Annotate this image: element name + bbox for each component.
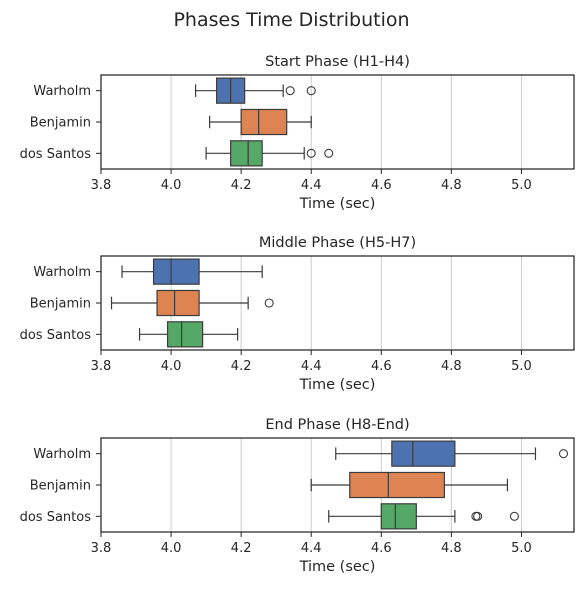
y-tick-label: dos Santos xyxy=(20,147,92,162)
x-tick-label: 4.2 xyxy=(231,541,252,556)
subplot-title: End Phase (H8-End) xyxy=(265,417,409,433)
axes-frame xyxy=(100,437,575,533)
subplot-title: Start Phase (H1-H4) xyxy=(265,54,410,70)
box-dos-santos: dos Santos xyxy=(20,321,239,348)
outlier-point xyxy=(471,511,481,521)
x-tick-label: 4.2 xyxy=(231,359,252,374)
x-tick-label: 5.0 xyxy=(511,178,532,193)
outlier-point xyxy=(306,86,316,96)
iqr-box xyxy=(152,258,200,285)
subplot-0: Start Phase (H1-H4) 3.8 4.0 4.2 4.4 4.6 4.8 5.0… xyxy=(20,54,575,212)
iqr-box xyxy=(240,108,288,136)
x-tick-label: 5.0 xyxy=(511,541,532,556)
iqr-box xyxy=(230,140,263,167)
iqr-box xyxy=(166,321,204,348)
x-tick-label: 5.0 xyxy=(511,359,532,374)
x-tick-label: 3.8 xyxy=(91,359,112,374)
x-tick-label: 4.0 xyxy=(161,178,182,193)
x-tick-label: 4.8 xyxy=(441,359,462,374)
outlier-point xyxy=(306,148,316,158)
y-tick-label: Benjamin xyxy=(30,479,91,494)
x-tick-label: 4.4 xyxy=(301,541,322,556)
y-tick-label: dos Santos xyxy=(20,328,92,343)
x-tick-label: 4.0 xyxy=(161,359,182,374)
box-warholm: Warholm xyxy=(33,440,569,467)
x-tick-label: 4.4 xyxy=(301,178,322,193)
outlier-point xyxy=(558,449,569,459)
x-tick-label: 3.8 xyxy=(91,178,112,193)
figure-title: Phases Time Distribution xyxy=(173,9,409,31)
box-dos-santos: dos Santos xyxy=(20,503,519,530)
x-axis-label: Time (sec) xyxy=(299,559,376,575)
x-tick-label: 4.6 xyxy=(371,359,392,374)
box-dos-santos: dos Santos xyxy=(20,140,334,167)
x-tick-label: 4.6 xyxy=(371,178,392,193)
x-axis-label: Time (sec) xyxy=(299,377,376,393)
outlier-point xyxy=(264,298,274,308)
subplot-2: End Phase (H8-End) 3.8 4.0 4.2 4.4 4.6 4.8 5.0 T… xyxy=(20,417,575,575)
iqr-box xyxy=(349,471,445,499)
x-tick-label: 3.8 xyxy=(91,541,112,556)
x-tick-label: 4.2 xyxy=(231,178,252,193)
iqr-box xyxy=(380,503,417,530)
box-benjamin: Benjamin xyxy=(30,471,509,499)
y-tick-label: Warholm xyxy=(33,447,91,462)
x-tick-label: 4.4 xyxy=(301,359,322,374)
iqr-box xyxy=(156,289,200,317)
outlier-point xyxy=(473,511,483,521)
outlier-point xyxy=(509,511,519,521)
x-tick-label: 4.0 xyxy=(161,541,182,556)
subplot-title: Middle Phase (H5-H7) xyxy=(259,235,416,251)
x-tick-label: 4.8 xyxy=(441,541,462,556)
y-tick-label: dos Santos xyxy=(20,510,92,525)
subplot-1: Middle Phase (H5-H7) 3.8 4.0 4.2 4.4 4.6 4.8 5.… xyxy=(20,235,575,393)
y-tick-label: Benjamin xyxy=(30,116,91,131)
iqr-box xyxy=(391,440,456,467)
y-tick-label: Benjamin xyxy=(30,297,91,312)
box-benjamin: Benjamin xyxy=(30,108,312,136)
outlier-point xyxy=(324,148,334,158)
x-tick-label: 4.8 xyxy=(441,178,462,193)
x-tick-label: 4.6 xyxy=(371,541,392,556)
box-warholm: Warholm xyxy=(33,258,263,285)
y-tick-label: Warholm xyxy=(33,265,91,280)
outlier-point xyxy=(285,86,295,96)
axes-frame xyxy=(100,255,575,351)
box-benjamin: Benjamin xyxy=(30,289,274,317)
box-warholm: Warholm xyxy=(33,77,316,104)
axes-frame xyxy=(100,74,575,170)
y-tick-label: Warholm xyxy=(33,84,91,99)
x-axis-label: Time (sec) xyxy=(299,196,376,212)
